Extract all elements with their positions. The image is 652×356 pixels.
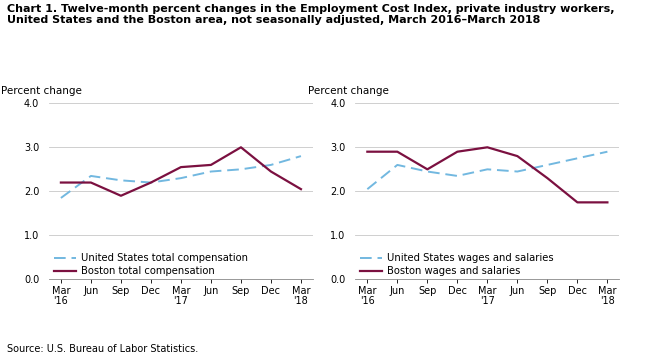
United States wages and salaries (423, 169, 431, 174)
Boston total compensation (267, 169, 275, 174)
Line: Boston total compensation: Boston total compensation (61, 147, 301, 196)
Boston wages and salaries (574, 200, 582, 204)
Boston wages and salaries (604, 200, 612, 204)
United States wages and salaries (363, 187, 371, 191)
United States wages and salaries (484, 167, 492, 172)
Boston wages and salaries (544, 176, 552, 180)
United States total compensation (237, 167, 245, 172)
Text: Chart 1. Twelve-month percent changes in the Employment Cost Index, private indu: Chart 1. Twelve-month percent changes in… (7, 4, 614, 25)
Legend: United States wages and salaries, Boston wages and salaries: United States wages and salaries, Boston… (361, 253, 554, 276)
United States wages and salaries (453, 174, 461, 178)
Boston total compensation (87, 180, 95, 185)
United States total compensation (267, 163, 275, 167)
United States total compensation (87, 174, 95, 178)
Line: Boston wages and salaries: Boston wages and salaries (367, 147, 608, 202)
Line: United States total compensation: United States total compensation (61, 156, 301, 198)
Boston wages and salaries (484, 145, 492, 150)
Text: Percent change: Percent change (1, 86, 82, 96)
Boston total compensation (57, 180, 65, 185)
United States wages and salaries (574, 156, 582, 161)
Boston total compensation (177, 165, 185, 169)
Legend: United States total compensation, Boston total compensation: United States total compensation, Boston… (54, 253, 248, 276)
United States total compensation (177, 176, 185, 180)
Boston wages and salaries (423, 167, 431, 172)
Boston total compensation (237, 145, 245, 150)
United States total compensation (57, 196, 65, 200)
Boston total compensation (207, 163, 215, 167)
Boston total compensation (297, 187, 305, 191)
Boston total compensation (147, 180, 155, 185)
Boston wages and salaries (514, 154, 522, 158)
United States total compensation (117, 178, 125, 183)
Boston wages and salaries (453, 150, 461, 154)
Boston wages and salaries (363, 150, 371, 154)
Boston total compensation (117, 194, 125, 198)
Line: United States wages and salaries: United States wages and salaries (367, 152, 608, 189)
United States wages and salaries (604, 150, 612, 154)
Text: Source: U.S. Bureau of Labor Statistics.: Source: U.S. Bureau of Labor Statistics. (7, 344, 198, 354)
United States wages and salaries (514, 169, 522, 174)
United States wages and salaries (544, 163, 552, 167)
United States total compensation (147, 180, 155, 185)
United States wages and salaries (393, 163, 401, 167)
Boston wages and salaries (393, 150, 401, 154)
United States total compensation (297, 154, 305, 158)
United States total compensation (207, 169, 215, 174)
Text: Percent change: Percent change (308, 86, 389, 96)
